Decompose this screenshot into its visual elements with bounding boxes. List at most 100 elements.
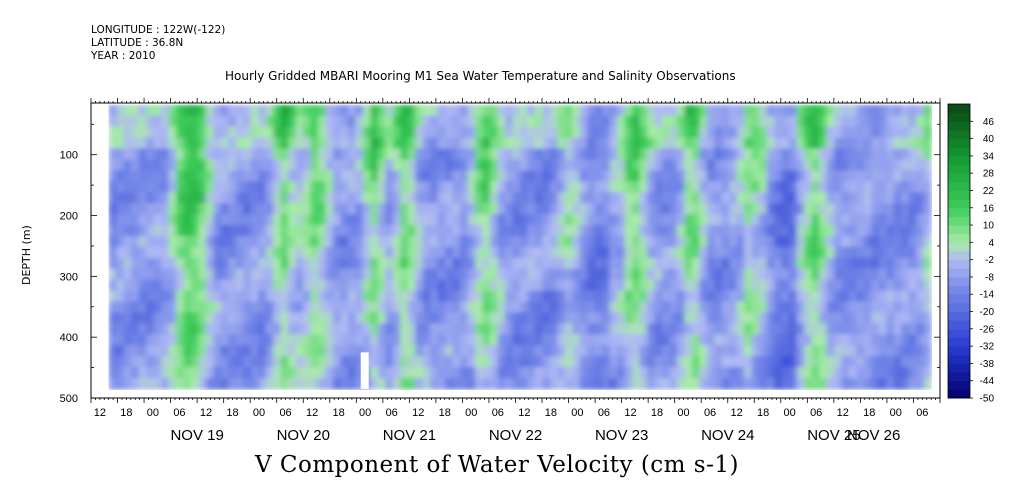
- heatmap-cell: [512, 378, 521, 390]
- heatmap-cell: [340, 312, 349, 325]
- heatmap-cell: [422, 345, 431, 357]
- heatmap-cell: [161, 268, 170, 281]
- heatmap-cell: [647, 246, 656, 259]
- heatmap-cell: [512, 334, 521, 346]
- heatmap-cell: [258, 148, 267, 161]
- heatmap-cell: [534, 312, 544, 325]
- heatmap-cell: [549, 312, 559, 325]
- heatmap-cell: [908, 323, 917, 335]
- heatmap-cell: [624, 214, 633, 226]
- heatmap-cell: [295, 214, 304, 226]
- heatmap-cell: [714, 235, 723, 248]
- heatmap-cell: [759, 279, 768, 292]
- heatmap-cell: [340, 170, 349, 183]
- heatmap-cell: [116, 170, 125, 183]
- heatmap-cell: [437, 367, 446, 379]
- heatmap-cell: [176, 126, 185, 139]
- heatmap-cell: [676, 214, 686, 226]
- heatmap-cell: [123, 356, 132, 368]
- heatmap-cell: [153, 301, 162, 314]
- heatmap-cell: [198, 268, 207, 281]
- heatmap-cell: [602, 334, 611, 346]
- heatmap-cell: [721, 378, 731, 390]
- heatmap-cell: [161, 367, 170, 379]
- heatmap-cell: [886, 170, 895, 183]
- heatmap-cell: [505, 334, 514, 346]
- heatmap-cell: [886, 378, 895, 390]
- heatmap-cell: [243, 378, 252, 390]
- heatmap-cell: [280, 181, 289, 193]
- heatmap-cell: [811, 312, 820, 325]
- heatmap-cell: [587, 181, 596, 193]
- heatmap-cell: [706, 148, 716, 161]
- x-tick-label: 12: [200, 407, 212, 419]
- heatmap-cell: [639, 257, 648, 270]
- heatmap-cell: [834, 367, 843, 379]
- heatmap-cell: [534, 225, 544, 237]
- heatmap-cell: [340, 115, 349, 128]
- heatmap-cell: [916, 356, 925, 368]
- heatmap-cell: [863, 301, 873, 314]
- heatmap-cell: [452, 115, 461, 128]
- heatmap-cell: [355, 148, 364, 161]
- heatmap-cell: [348, 192, 357, 204]
- heatmap-cell: [893, 225, 903, 237]
- heatmap-cell: [362, 214, 372, 226]
- heatmap-cell: [916, 323, 925, 335]
- heatmap-cell: [430, 225, 439, 237]
- heatmap-cell: [437, 356, 446, 368]
- heatmap-cell: [617, 334, 626, 346]
- heatmap-cell: [647, 170, 656, 183]
- heatmap-cell: [819, 345, 828, 357]
- heatmap-cell: [714, 345, 723, 357]
- heatmap-cell: [407, 203, 417, 215]
- heatmap-cell: [183, 301, 192, 314]
- heatmap-cell: [766, 312, 775, 325]
- heatmap-cell: [676, 170, 686, 183]
- heatmap-cell: [878, 192, 888, 204]
- heatmap-cell: [841, 246, 850, 259]
- heatmap-cell: [699, 235, 708, 248]
- heatmap-cell: [669, 367, 678, 379]
- heatmap-cell: [527, 268, 536, 281]
- heatmap-cell: [340, 290, 349, 303]
- heatmap-cell: [908, 367, 917, 379]
- heatmap-cell: [497, 126, 506, 139]
- heatmap-cell: [706, 104, 716, 117]
- heatmap-cell: [729, 257, 738, 270]
- heatmap-cell: [235, 170, 245, 183]
- heatmap-cell: [258, 268, 267, 281]
- heatmap-cell: [632, 126, 641, 139]
- heatmap-cell: [385, 312, 394, 325]
- heatmap-cell: [572, 257, 581, 270]
- heatmap-cell: [736, 181, 746, 193]
- heatmap-cell: [826, 115, 835, 128]
- heatmap-cell: [108, 279, 117, 292]
- heatmap-cell: [662, 235, 671, 248]
- heatmap-cell: [430, 115, 439, 128]
- heatmap-cell: [213, 301, 222, 314]
- heatmap-cell: [804, 104, 813, 117]
- heatmap-cell: [781, 214, 790, 226]
- heatmap-cell: [430, 312, 439, 325]
- heatmap-cell: [505, 203, 514, 215]
- heatmap-cell: [789, 246, 798, 259]
- colorbar-swatch: [948, 199, 970, 209]
- heatmap-cell: [310, 290, 319, 303]
- heatmap-cell: [878, 115, 888, 128]
- heatmap-cell: [190, 192, 200, 204]
- heatmap-cell: [684, 235, 693, 248]
- heatmap-cell: [445, 378, 454, 390]
- heatmap-cell: [729, 148, 738, 161]
- heatmap-cell: [190, 334, 200, 346]
- heatmap-cell: [228, 334, 237, 346]
- heatmap-cell: [250, 290, 260, 303]
- heatmap-cell: [437, 148, 446, 161]
- heatmap-cell: [781, 203, 790, 215]
- heatmap-cell: [422, 104, 431, 117]
- heatmap-cell: [377, 268, 387, 281]
- heatmap-cell: [579, 181, 588, 193]
- heatmap-cell: [512, 279, 521, 292]
- heatmap-cell: [445, 268, 454, 281]
- heatmap-cell: [602, 345, 611, 357]
